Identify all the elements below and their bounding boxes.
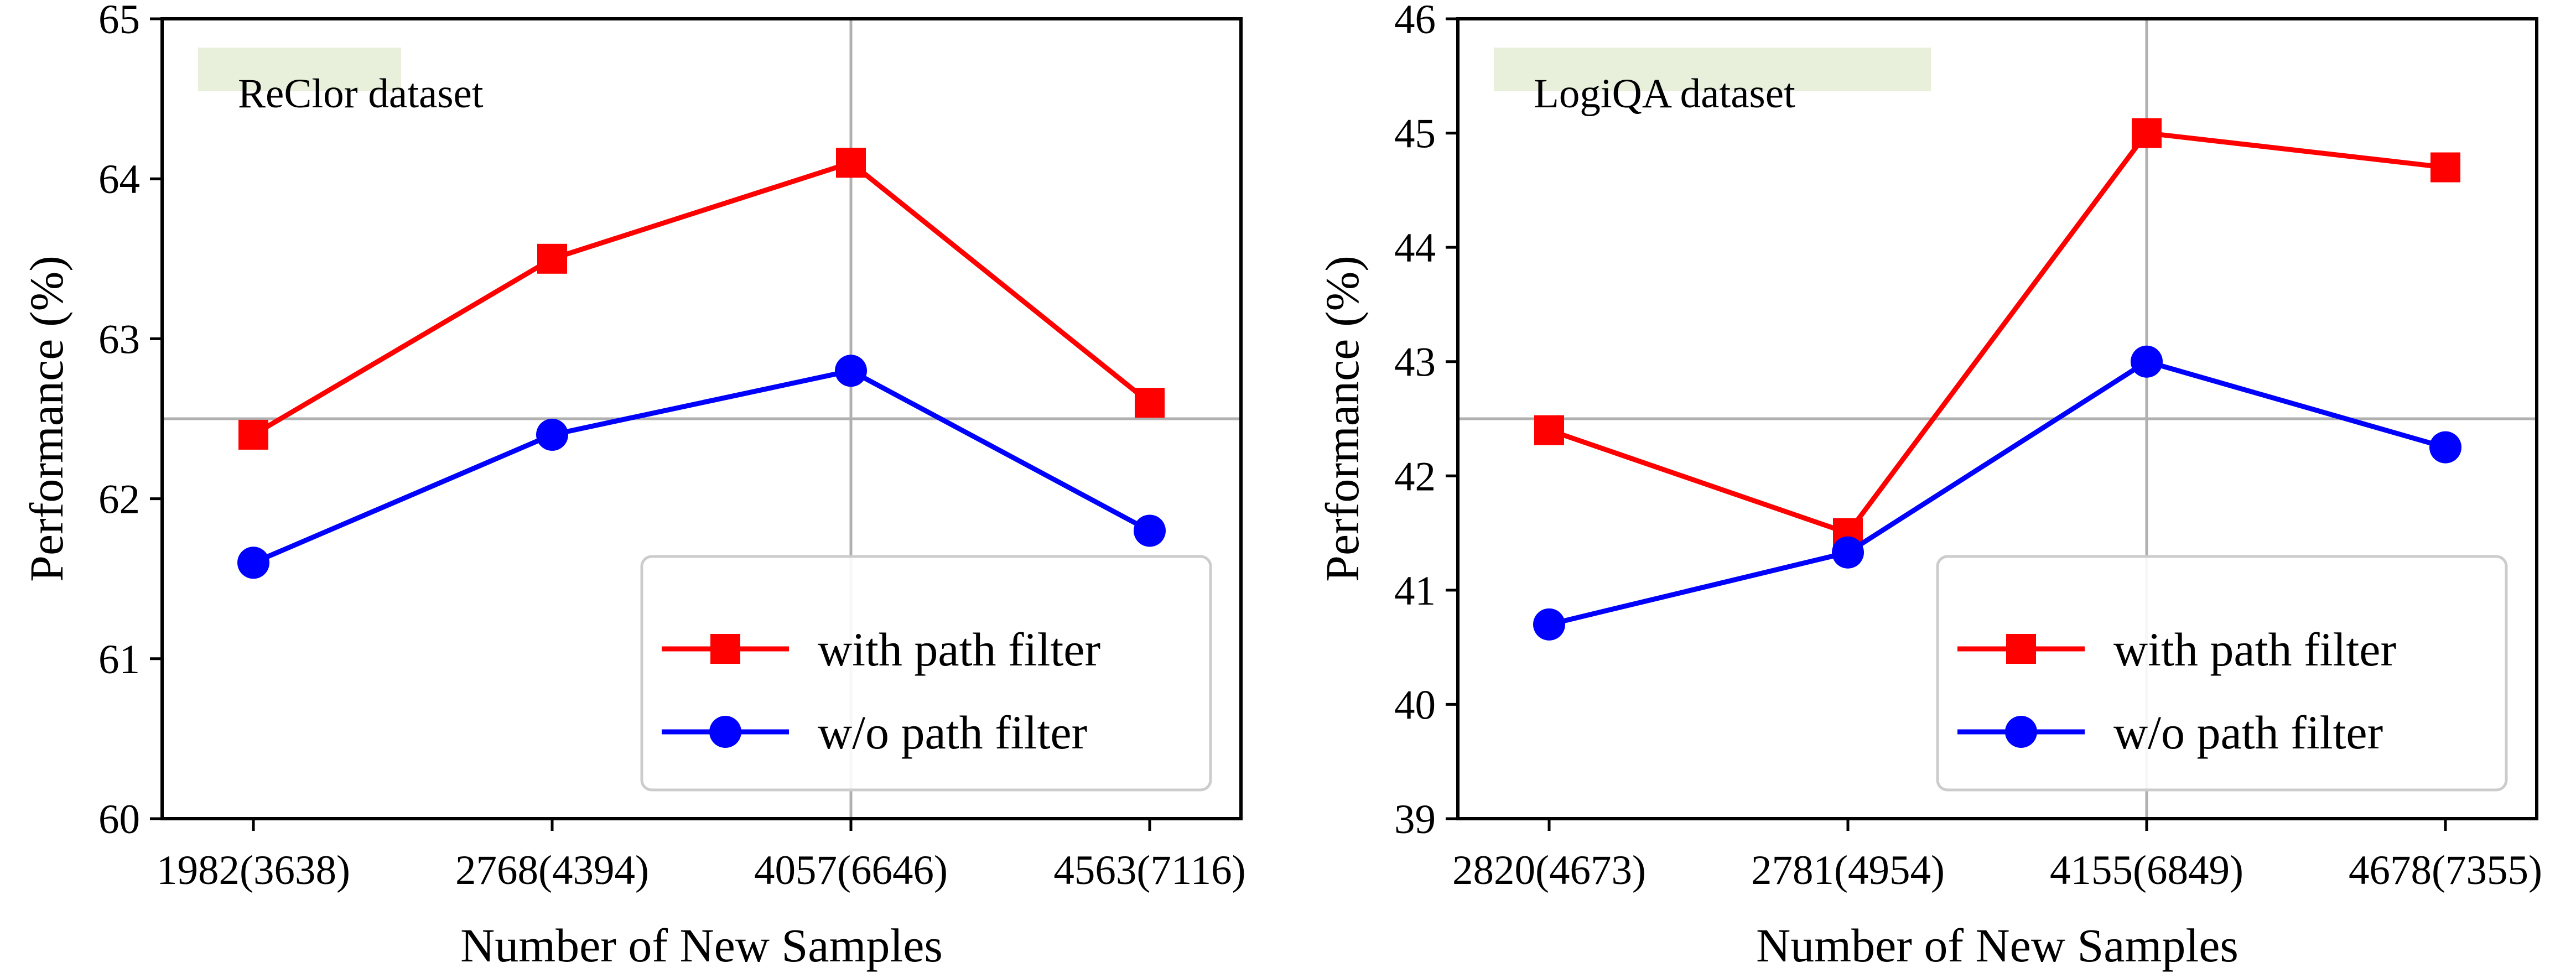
y-tick-label: 46 [1394, 0, 1436, 43]
y-tick-label: 64 [98, 157, 140, 202]
y-tick-label: 63 [98, 316, 140, 362]
y-axis-title: Performance (%) [20, 256, 73, 582]
data-point-circle [2429, 431, 2461, 464]
legend-marker-square [710, 634, 740, 664]
data-point-circle [1533, 608, 1565, 641]
data-point-square [1534, 415, 1564, 445]
data-point-square [1135, 388, 1165, 418]
y-tick-label: 39 [1394, 797, 1436, 842]
y-tick-label: 44 [1394, 225, 1436, 271]
x-axis-title: Number of New Samples [460, 919, 943, 972]
dataset-label-box [198, 48, 401, 91]
y-axis-title: Performance (%) [1316, 256, 1369, 582]
data-point-square [2132, 118, 2162, 148]
y-tick-label: 45 [1394, 111, 1436, 157]
dataset-label: ReClor dataset [238, 71, 484, 117]
legend-label: w/o path filter [2113, 706, 2383, 759]
dataset-label: LogiQA dataset [1534, 71, 1795, 117]
series-line-without-path-filter [1548, 359, 2447, 627]
x-tick-label: 2768(4394) [455, 847, 649, 893]
data-point-circle [1134, 514, 1166, 547]
x-axis-title: Number of New Samples [1756, 919, 2239, 972]
x-tick-label: 4563(7116) [1053, 847, 1245, 893]
x-tick-label: 4678(7355) [2349, 847, 2542, 893]
series-line-with-path-filter [1548, 131, 2446, 536]
data-point-circle [1832, 536, 1864, 569]
y-tick-label: 60 [98, 797, 140, 842]
plot-frame [1456, 17, 2538, 820]
y-tick-label: 61 [98, 637, 140, 683]
data-point-circle [2131, 345, 2163, 378]
data-point-square [2430, 152, 2460, 183]
legend-label: with path filter [818, 623, 1100, 676]
series-line-without-path-filter [252, 368, 1151, 565]
data-point-circle [835, 355, 867, 387]
legend-label: w/o path filter [818, 706, 1087, 759]
plot-frame [160, 17, 1243, 820]
series-line-with-path-filter [252, 160, 1151, 437]
chart-panel-1: ReClor dataset 60 61 62 63 64 65 1982(3638) 2768… [20, 0, 1246, 972]
legend-marker-circle [709, 716, 741, 748]
y-tick-label: 62 [98, 477, 140, 523]
legend-label: with path filter [2113, 623, 2396, 676]
legend-marker-square [2006, 634, 2036, 664]
x-tick-label: 2820(4673) [1452, 847, 1646, 893]
data-point-circle [237, 547, 269, 579]
y-tick-label: 65 [98, 0, 140, 43]
x-tick-label: 2781(4954) [1751, 847, 1945, 893]
chart-panel-2: LogiQA dataset 39 40 41 42 43 44 45 46 2820(4673)… [1316, 0, 2542, 972]
x-tick-label: 1982(3638) [157, 847, 350, 893]
x-tick-label: 4057(6646) [754, 847, 948, 893]
data-point-square [238, 419, 268, 450]
y-tick-label: 42 [1394, 454, 1436, 500]
legend-marker-circle [2005, 716, 2037, 748]
dataset-label-box [1494, 48, 1931, 91]
y-tick-label: 43 [1394, 340, 1436, 386]
data-point-circle [536, 418, 568, 451]
data-point-square [836, 148, 866, 178]
y-tick-label: 41 [1394, 568, 1436, 614]
y-tick-label: 40 [1394, 682, 1436, 728]
x-tick-label: 4155(6849) [2050, 847, 2243, 893]
data-point-square [537, 243, 567, 274]
